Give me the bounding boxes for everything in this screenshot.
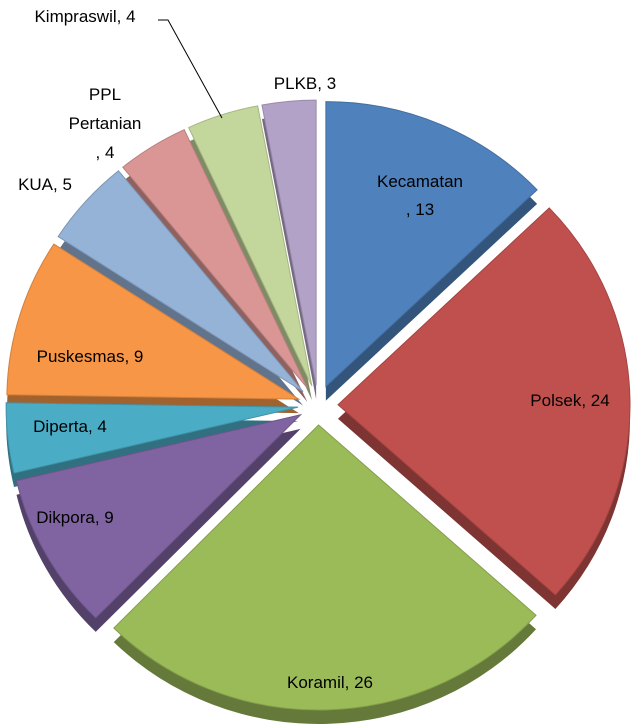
data-label: KUA, 5 xyxy=(18,175,72,194)
slice xyxy=(337,207,631,596)
data-label: PPL Pertanian , 4 xyxy=(69,85,142,162)
label-value: , 24 xyxy=(581,391,609,410)
slice xyxy=(57,170,304,393)
slice xyxy=(122,128,308,389)
slice xyxy=(113,424,537,711)
slice xyxy=(188,105,313,387)
label-category: KUA xyxy=(18,175,54,194)
label-category: PLKB xyxy=(274,74,317,93)
slice xyxy=(5,402,299,474)
label-value: , 9 xyxy=(95,508,114,527)
data-label: Dikpora, 9 xyxy=(36,508,114,527)
data-label: Koramil, 26 xyxy=(287,673,373,692)
data-label: Kecamatan , 13 xyxy=(377,172,463,219)
label-category: Kecamatan xyxy=(377,172,463,191)
leader-line xyxy=(158,19,223,119)
data-label: Puskesmas, 9 xyxy=(37,347,144,366)
label-value: , 5 xyxy=(53,175,72,194)
label-value: , 4 xyxy=(96,143,115,162)
label-value: , 4 xyxy=(88,417,107,436)
label-category-line: Pertanian xyxy=(69,114,142,133)
data-label: Kimpraswil, 4 xyxy=(34,7,135,26)
data-label: Diperta, 4 xyxy=(33,417,107,436)
label-value: , 13 xyxy=(406,200,434,219)
label-value: , 4 xyxy=(117,7,136,26)
label-category: Dikpora xyxy=(36,508,95,527)
data-label: PLKB, 3 xyxy=(274,74,336,93)
data-label: Polsek, 24 xyxy=(530,391,609,410)
slice xyxy=(15,413,303,619)
label-value: , 26 xyxy=(345,673,373,692)
slice xyxy=(325,101,538,388)
label-category-line: PPL xyxy=(89,85,121,104)
label-category: Kimpraswil xyxy=(34,7,116,26)
label-category: Koramil xyxy=(287,673,345,692)
label-value: , 9 xyxy=(124,347,143,366)
slice xyxy=(6,243,301,400)
label-category: Diperta xyxy=(33,417,88,436)
slice xyxy=(261,99,317,386)
label-category: Puskesmas xyxy=(37,347,125,366)
label-category: PPL Pertanian xyxy=(69,85,142,133)
label-category: Polsek xyxy=(530,391,582,410)
label-value: , 3 xyxy=(317,74,336,93)
